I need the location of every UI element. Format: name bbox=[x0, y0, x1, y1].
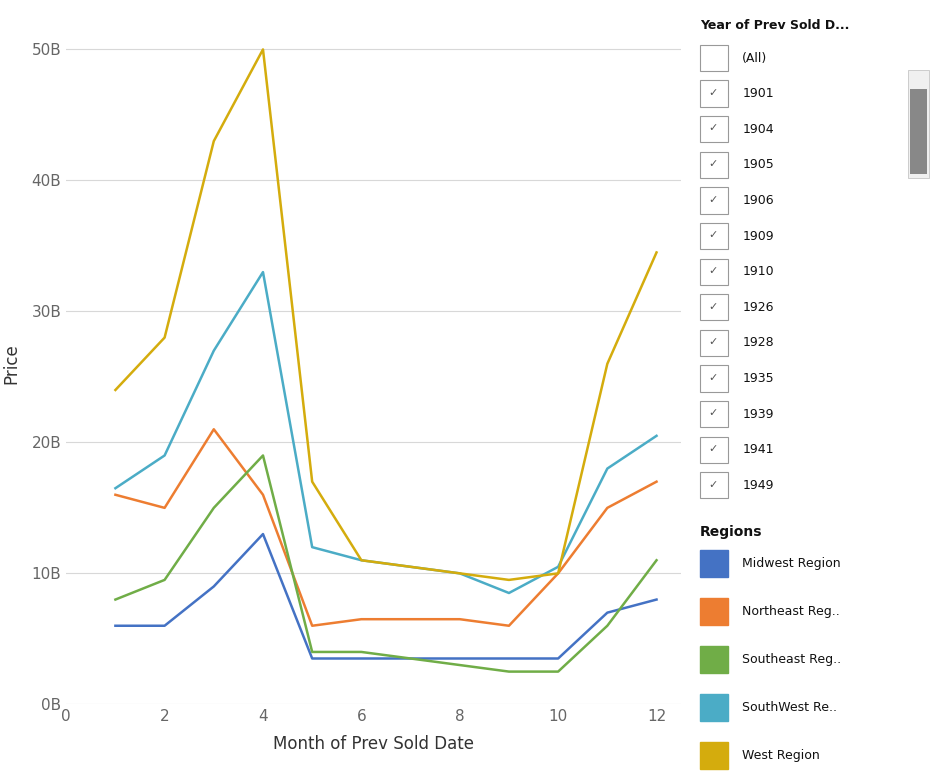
Text: ✓: ✓ bbox=[708, 337, 717, 347]
Text: ✓: ✓ bbox=[708, 159, 717, 169]
Text: ✓: ✓ bbox=[708, 266, 717, 276]
Text: 1928: 1928 bbox=[743, 337, 774, 349]
FancyBboxPatch shape bbox=[700, 187, 728, 214]
FancyBboxPatch shape bbox=[700, 259, 728, 285]
FancyBboxPatch shape bbox=[700, 116, 728, 142]
Text: Regions: Regions bbox=[700, 525, 762, 539]
Text: 1910: 1910 bbox=[743, 265, 774, 278]
Text: Northeast Reg..: Northeast Reg.. bbox=[743, 605, 840, 618]
Text: ✓: ✓ bbox=[708, 124, 717, 133]
Text: 1939: 1939 bbox=[743, 408, 774, 420]
Text: 1949: 1949 bbox=[743, 479, 774, 491]
Text: West Region: West Region bbox=[743, 749, 820, 762]
Text: ✓: ✓ bbox=[708, 231, 717, 240]
FancyBboxPatch shape bbox=[700, 437, 728, 463]
Text: 1941: 1941 bbox=[743, 444, 774, 456]
Text: ✓: ✓ bbox=[708, 195, 717, 204]
FancyBboxPatch shape bbox=[700, 294, 728, 320]
Text: ✓: ✓ bbox=[708, 302, 717, 311]
FancyBboxPatch shape bbox=[700, 223, 728, 249]
FancyBboxPatch shape bbox=[700, 598, 728, 625]
FancyBboxPatch shape bbox=[700, 45, 728, 71]
Text: ✓: ✓ bbox=[708, 444, 717, 454]
Text: ✓: ✓ bbox=[708, 480, 717, 489]
Text: Midwest Region: Midwest Region bbox=[743, 557, 841, 570]
Text: 1935: 1935 bbox=[743, 372, 774, 385]
FancyBboxPatch shape bbox=[700, 472, 728, 498]
Bar bbox=[910, 89, 927, 174]
Text: 1906: 1906 bbox=[743, 194, 774, 207]
FancyBboxPatch shape bbox=[700, 646, 728, 673]
Text: 1904: 1904 bbox=[743, 123, 774, 135]
Text: 1905: 1905 bbox=[743, 159, 774, 171]
Text: Year of Prev Sold D...: Year of Prev Sold D... bbox=[700, 19, 850, 33]
FancyBboxPatch shape bbox=[700, 550, 728, 577]
Text: (All): (All) bbox=[743, 52, 767, 64]
Text: 1901: 1901 bbox=[743, 87, 774, 100]
FancyBboxPatch shape bbox=[700, 330, 728, 356]
Text: ✓: ✓ bbox=[708, 409, 717, 418]
X-axis label: Month of Prev Sold Date: Month of Prev Sold Date bbox=[273, 735, 474, 753]
Y-axis label: Price: Price bbox=[3, 344, 21, 384]
Text: 1909: 1909 bbox=[743, 230, 774, 242]
Text: SouthWest Re..: SouthWest Re.. bbox=[743, 701, 837, 714]
Text: 1926: 1926 bbox=[743, 301, 774, 313]
FancyBboxPatch shape bbox=[700, 742, 728, 769]
Bar bbox=[907, 70, 929, 178]
FancyBboxPatch shape bbox=[700, 365, 728, 392]
Text: ✓: ✓ bbox=[708, 88, 717, 98]
Text: Southeast Reg..: Southeast Reg.. bbox=[743, 653, 842, 666]
FancyBboxPatch shape bbox=[700, 401, 728, 427]
FancyBboxPatch shape bbox=[700, 80, 728, 107]
FancyBboxPatch shape bbox=[700, 694, 728, 721]
Text: ✓: ✓ bbox=[708, 373, 717, 382]
FancyBboxPatch shape bbox=[700, 152, 728, 178]
